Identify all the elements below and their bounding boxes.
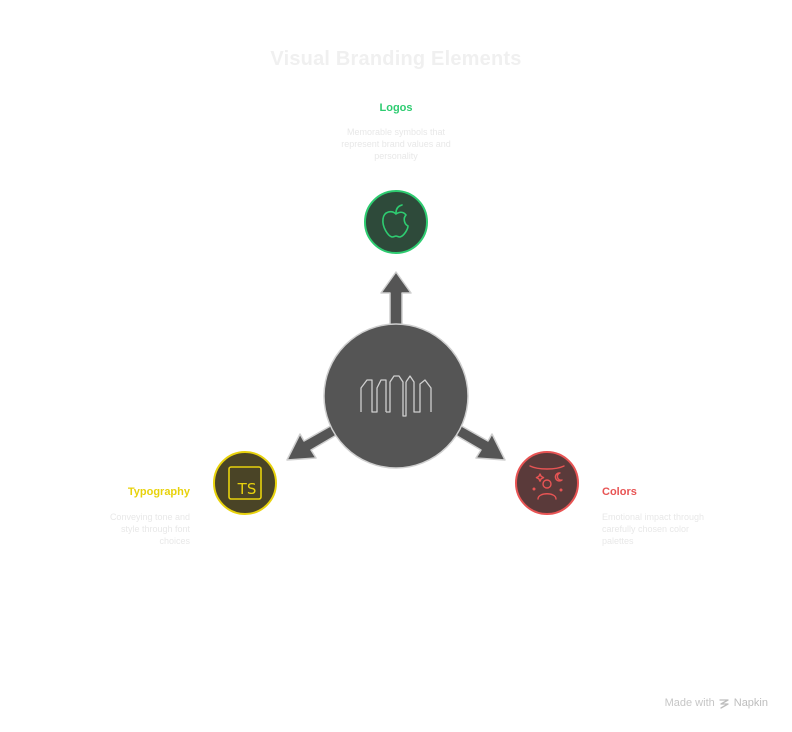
arrow-up [380, 271, 412, 327]
arrow-right [451, 423, 506, 461]
mood-icon [529, 465, 565, 500]
arrow-left [286, 423, 341, 461]
svg-text:TS: TS [237, 480, 257, 498]
colors-title: Colors [602, 486, 637, 498]
napkin-brand[interactable]: Napkin [733, 697, 768, 709]
logos-description: Memorable symbols that represent brand v… [341, 127, 451, 161]
center-hub [323, 323, 469, 469]
apple-icon [382, 204, 409, 238]
logos-node [364, 190, 428, 254]
footer: Made with Napkin [665, 697, 768, 709]
colors-description: Emotional impact through carefully chose… [602, 512, 705, 546]
colors-node [515, 451, 579, 515]
made-with-label: Made with [664, 697, 715, 709]
napkin-logo-icon [719, 698, 729, 709]
typography-title: Typography [127, 486, 190, 498]
logos-title: Logos [379, 102, 413, 114]
diagram-title: Visual Branding Elements [270, 48, 522, 70]
typescript-icon: TS [228, 466, 262, 500]
waveform-icon [360, 375, 432, 417]
typography-description: Conveying tone and style through font ch… [109, 512, 190, 546]
typography-node: TS [213, 451, 277, 515]
